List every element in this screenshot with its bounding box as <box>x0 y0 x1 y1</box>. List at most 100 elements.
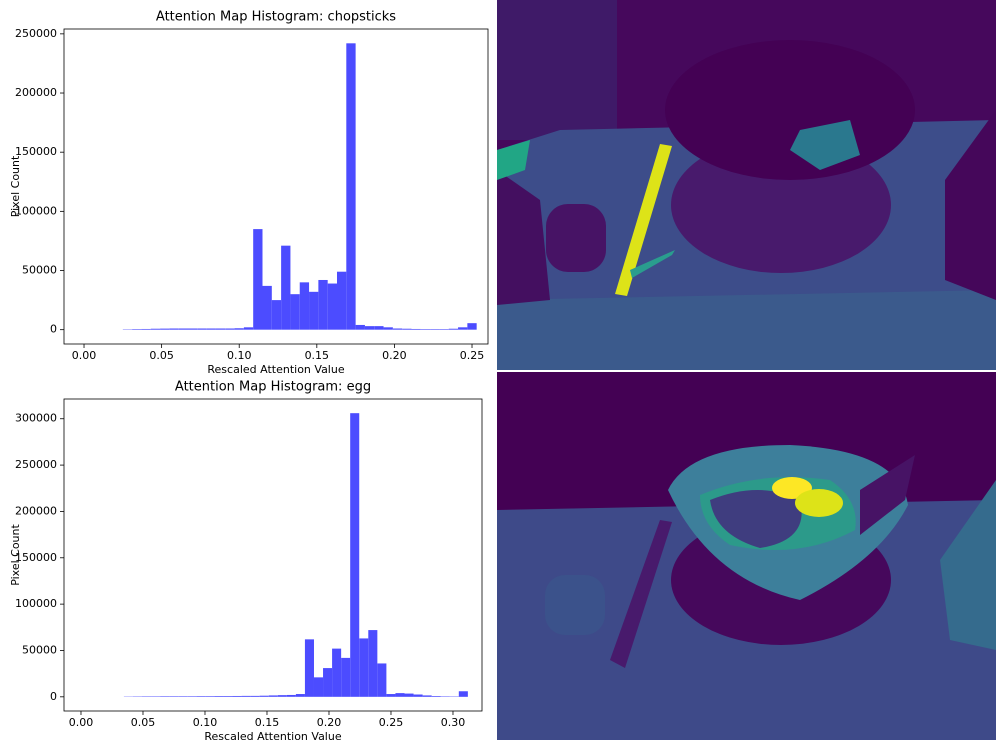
histogram-bar <box>169 696 179 697</box>
histogram-bar <box>206 328 216 330</box>
histogram-bar <box>225 328 235 330</box>
chart-title: Attention Map Histogram: chopsticks <box>156 10 396 25</box>
histogram-bar <box>295 694 305 697</box>
histogram-bar <box>141 328 151 330</box>
histogram-bar <box>150 328 161 330</box>
x-tick-label: 0.20 <box>382 349 407 362</box>
histogram-bar <box>197 328 207 330</box>
histogram-bar <box>250 695 260 697</box>
histogram-bar <box>420 329 431 330</box>
x-axis-label: Rescaled Attention Value <box>207 363 344 376</box>
histogram-bar <box>323 668 333 697</box>
histogram-bar <box>187 696 197 697</box>
histogram-bar <box>232 695 242 697</box>
histogram-bar <box>290 294 300 330</box>
chart-title: Attention Map Histogram: egg <box>175 380 371 395</box>
plot-frame <box>63 398 483 712</box>
x-axis-label: Rescaled Attention Value <box>204 730 341 740</box>
histogram-bar <box>313 677 324 697</box>
histogram-bar <box>383 327 393 330</box>
histogram-bar <box>234 328 244 330</box>
histogram-bar <box>448 328 459 330</box>
histogram-bar <box>160 328 170 330</box>
histogram-bar <box>364 326 375 330</box>
histogram-bar <box>439 329 449 330</box>
y-tick-label: 0 <box>50 690 57 703</box>
y-tick-label: 100000 <box>15 597 57 610</box>
histogram-bar <box>359 638 369 697</box>
histogram-bar <box>281 245 291 330</box>
y-tick-label: 300000 <box>15 412 57 425</box>
histogram-bar <box>431 696 441 697</box>
histogram-bar <box>277 695 287 697</box>
y-axis-label: Pixel Count <box>9 524 22 586</box>
histogram-bar <box>332 648 342 697</box>
histogram-bar <box>309 291 319 330</box>
histogram-bar <box>392 328 403 330</box>
histogram-bar <box>404 693 414 697</box>
histogram-bar <box>413 694 423 697</box>
histogram-bar <box>271 300 282 330</box>
y-tick-label: 50000 <box>22 643 57 656</box>
histogram-bar <box>430 329 440 330</box>
histogram-bar <box>188 328 198 330</box>
histogram-bar <box>341 657 351 697</box>
histogram-bar <box>422 695 432 697</box>
y-tick-label: 100000 <box>15 204 57 217</box>
x-tick-label: 0.15 <box>255 716 280 729</box>
attention-image-chopsticks <box>497 0 996 370</box>
x-tick-label: 0.05 <box>131 716 156 729</box>
x-tick-label: 0.30 <box>441 716 466 729</box>
plot-frame <box>63 28 489 345</box>
histogram-bar <box>374 326 384 330</box>
x-tick-label: 0.25 <box>379 716 404 729</box>
histogram-bar <box>223 696 233 697</box>
histogram-bar <box>215 328 226 330</box>
histogram-bar <box>467 323 477 330</box>
histogram-bar <box>395 693 405 697</box>
x-tick-label: 0.00 <box>69 716 94 729</box>
histogram-bar <box>350 413 360 697</box>
histogram-bar <box>336 271 347 330</box>
histogram-bar <box>402 328 412 330</box>
x-tick-label: 0.15 <box>305 349 330 362</box>
y-tick-label: 250000 <box>15 458 57 471</box>
histogram-bar <box>411 328 421 330</box>
histogram-bar <box>178 696 188 697</box>
y-tick-label: 250000 <box>15 27 57 40</box>
histogram-bar <box>355 324 365 330</box>
histogram-bar <box>346 43 356 330</box>
histogram-bar <box>259 695 269 697</box>
histogram-bar <box>196 696 206 697</box>
histogram-bar <box>458 327 468 330</box>
x-tick-label: 0.00 <box>72 349 97 362</box>
x-tick-label: 0.20 <box>317 716 342 729</box>
attention-image-egg <box>497 372 996 740</box>
y-tick-label: 0 <box>50 323 57 336</box>
y-axis-label: Pixel Count <box>9 155 22 217</box>
y-tick-label: 50000 <box>22 264 57 277</box>
x-tick-label: 0.10 <box>227 349 252 362</box>
x-tick-label: 0.25 <box>460 349 485 362</box>
histogram-bar <box>318 279 328 330</box>
histogram-bar <box>243 327 254 330</box>
histogram-bar <box>205 696 215 697</box>
histogram-bar <box>178 328 189 330</box>
histogram-bar <box>458 691 468 697</box>
histogram-bar <box>214 696 224 697</box>
histogram-bar <box>286 694 296 697</box>
histogram-bar <box>304 639 314 697</box>
y-tick-label: 150000 <box>15 145 57 158</box>
histogram-bar <box>253 229 263 330</box>
y-tick-label: 200000 <box>15 504 57 517</box>
histogram-bar <box>368 630 378 697</box>
histogram-bar <box>169 328 179 330</box>
x-tick-label: 0.10 <box>193 716 218 729</box>
histogram-bar <box>132 329 142 330</box>
histogram-bar <box>299 282 310 330</box>
y-tick-label: 150000 <box>15 551 57 564</box>
histogram-bar <box>268 695 278 697</box>
y-tick-label: 200000 <box>15 86 57 99</box>
histogram-bar <box>160 696 170 697</box>
